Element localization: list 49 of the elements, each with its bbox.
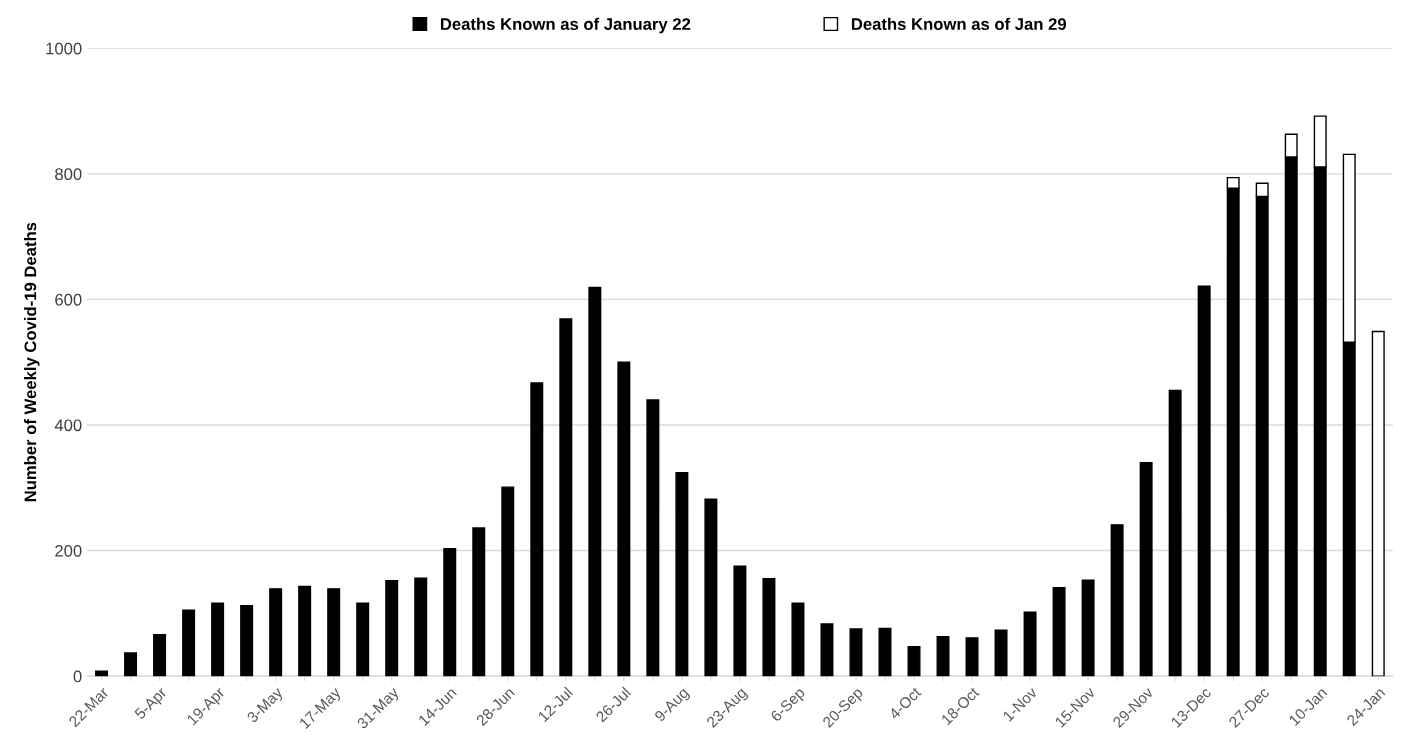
bar bbox=[878, 627, 892, 677]
bar bbox=[211, 602, 225, 677]
bar bbox=[994, 629, 1008, 677]
bar bbox=[472, 527, 486, 677]
bar bbox=[617, 361, 631, 677]
bar bbox=[182, 609, 196, 677]
bar bbox=[530, 382, 544, 677]
y-tick-label: 200 bbox=[55, 544, 82, 557]
bar bbox=[936, 635, 950, 677]
bar bbox=[298, 585, 312, 677]
bar bbox=[443, 547, 457, 677]
y-tick-label: 800 bbox=[55, 168, 82, 181]
bar bbox=[124, 652, 138, 677]
bar bbox=[646, 399, 660, 677]
bar bbox=[385, 580, 399, 677]
bar bbox=[907, 645, 921, 677]
bar bbox=[704, 498, 718, 677]
y-tick-label: 600 bbox=[55, 293, 82, 306]
bar bbox=[327, 588, 341, 677]
bar bbox=[675, 472, 689, 677]
bar bbox=[1139, 461, 1153, 677]
bar bbox=[1371, 330, 1385, 677]
y-axis-title: Number of Weekly Covid-19 Deaths bbox=[24, 222, 40, 502]
bar bbox=[1023, 611, 1037, 677]
bar bbox=[1168, 389, 1182, 677]
legend-label: Deaths Known as of Jan 29 bbox=[851, 17, 1067, 30]
bar bbox=[559, 318, 573, 677]
bar bbox=[414, 577, 428, 677]
bar bbox=[965, 637, 979, 677]
bar bbox=[240, 605, 254, 677]
bar bbox=[733, 565, 747, 677]
bar bbox=[153, 633, 167, 677]
bar bbox=[820, 623, 834, 677]
bar bbox=[762, 578, 776, 677]
bar bbox=[269, 588, 283, 677]
bar bbox=[1110, 524, 1124, 677]
legend-label: Deaths Known as of January 22 bbox=[440, 17, 691, 34]
bar bbox=[1197, 285, 1211, 677]
bar bbox=[1081, 579, 1095, 677]
bar bbox=[791, 602, 805, 677]
bar bbox=[849, 628, 863, 677]
y-tick-label: 0 bbox=[73, 670, 82, 683]
bar bbox=[356, 602, 370, 677]
bar bbox=[95, 670, 109, 677]
y-tick-label: 1000 bbox=[46, 42, 82, 55]
bar bbox=[588, 286, 602, 677]
bar bbox=[501, 486, 515, 677]
bar bbox=[1052, 586, 1066, 677]
y-tick-label: 400 bbox=[54, 419, 82, 432]
